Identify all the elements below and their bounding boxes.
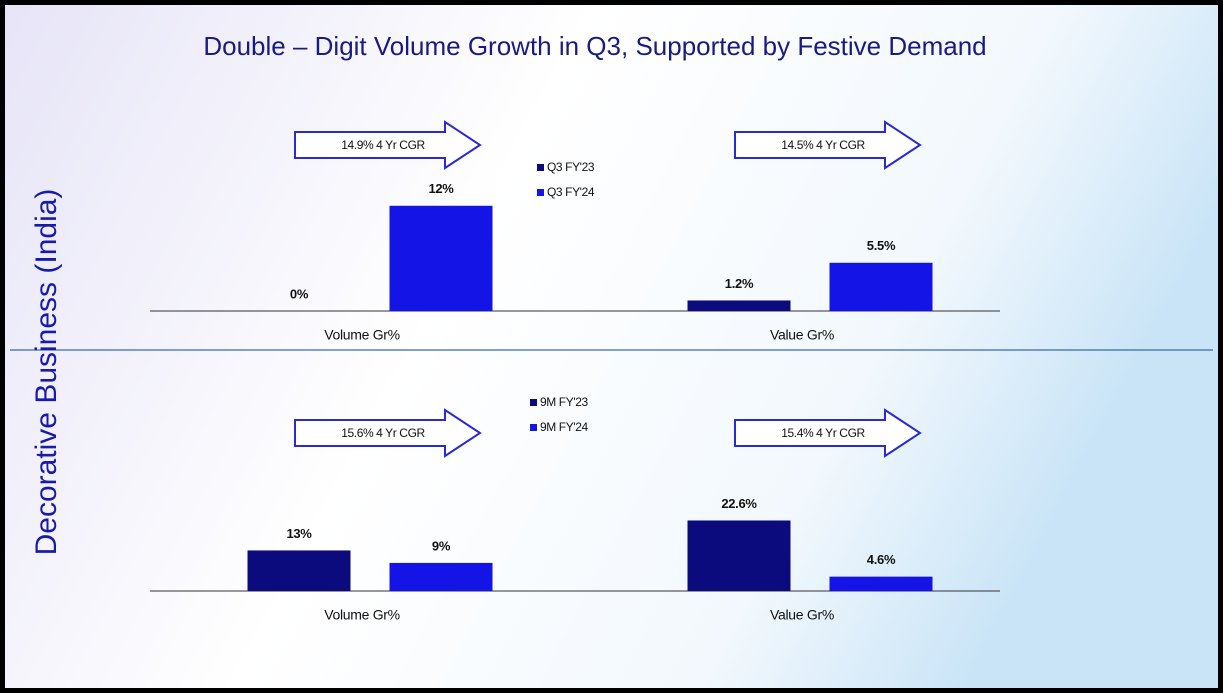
legend-swatch	[537, 164, 544, 171]
annotation-arrow	[734, 120, 922, 170]
data-label: 5.5%	[867, 238, 896, 253]
data-label: 0%	[290, 286, 309, 301]
annotation-arrow	[294, 408, 482, 458]
legend-label: Q3 FY'24	[547, 185, 595, 199]
legend-label: 9M FY'24	[540, 420, 589, 434]
data-label: 1.2%	[725, 276, 754, 291]
legend-label: 9M FY'23	[540, 395, 589, 409]
legend-swatch	[530, 424, 537, 431]
x-tick-label: Volume Gr%	[324, 327, 400, 343]
legend-swatch	[530, 399, 537, 406]
data-label: 4.6%	[867, 552, 896, 567]
annotation: 14.5% 4 Yr CGR	[781, 138, 865, 152]
data-label: 13%	[286, 526, 312, 541]
bar	[687, 520, 791, 591]
bar	[389, 562, 493, 591]
legend-label: Q3 FY'23	[547, 160, 595, 174]
bar	[829, 262, 933, 311]
bar	[687, 300, 791, 311]
data-label: 9%	[432, 538, 451, 553]
x-tick-label: Volume Gr%	[324, 607, 400, 623]
side-label: Decorative Business (India)	[30, 189, 63, 556]
annotation: 15.6% 4 Yr CGR	[341, 426, 425, 440]
annotation: 15.4% 4 Yr CGR	[781, 426, 865, 440]
bar	[829, 576, 933, 591]
data-label: 12%	[428, 181, 454, 196]
annotation-arrow	[294, 120, 482, 170]
annotation-arrow	[734, 408, 922, 458]
slide-title: Double – Digit Volume Growth in Q3, Supp…	[203, 31, 986, 61]
x-tick-label: Value Gr%	[770, 327, 834, 343]
bar	[389, 205, 493, 311]
data-label: 22.6%	[721, 496, 757, 511]
bar	[247, 550, 351, 591]
x-tick-label: Value Gr%	[770, 607, 834, 623]
annotation: 14.9% 4 Yr CGR	[341, 138, 425, 152]
legend-swatch	[537, 189, 544, 196]
